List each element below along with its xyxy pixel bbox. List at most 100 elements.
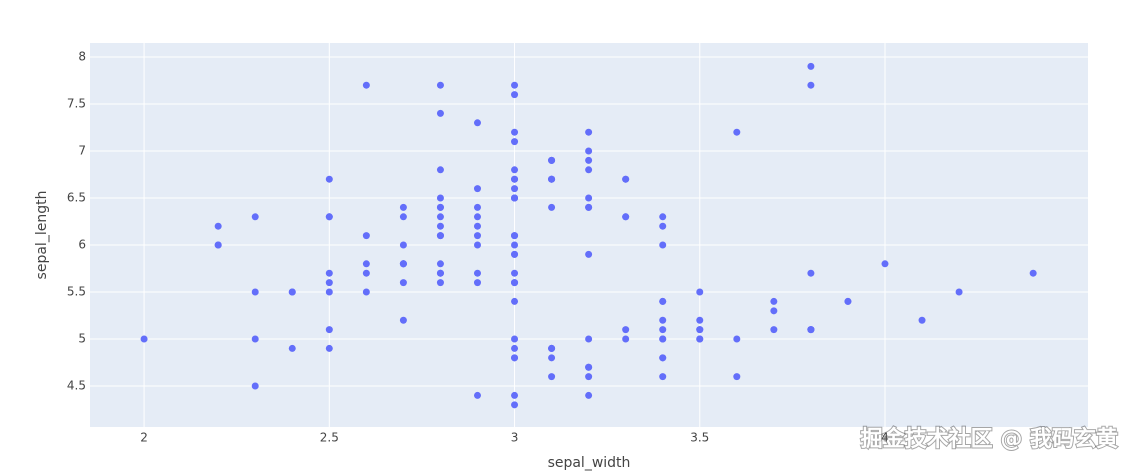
y-tick-label: 6 bbox=[78, 238, 86, 252]
point bbox=[399, 203, 407, 211]
point bbox=[251, 382, 259, 390]
point bbox=[473, 241, 481, 249]
point bbox=[807, 326, 815, 334]
point bbox=[511, 81, 519, 89]
point bbox=[251, 335, 259, 343]
point bbox=[511, 185, 519, 193]
point bbox=[362, 269, 370, 277]
x-tick-label: 3.5 bbox=[690, 431, 709, 445]
point bbox=[548, 354, 556, 362]
point bbox=[696, 288, 704, 296]
point bbox=[659, 354, 667, 362]
point bbox=[511, 232, 519, 240]
point bbox=[659, 297, 667, 305]
point bbox=[399, 316, 407, 324]
point bbox=[473, 391, 481, 399]
point bbox=[214, 241, 222, 249]
point bbox=[844, 297, 852, 305]
point bbox=[696, 335, 704, 343]
point bbox=[659, 335, 667, 343]
point bbox=[362, 81, 370, 89]
point bbox=[511, 344, 519, 352]
point bbox=[807, 62, 815, 70]
point bbox=[436, 81, 444, 89]
point bbox=[399, 213, 407, 221]
point bbox=[436, 232, 444, 240]
point bbox=[770, 326, 778, 334]
point bbox=[659, 326, 667, 334]
point bbox=[585, 166, 593, 174]
point bbox=[548, 203, 556, 211]
x-tick-label: 2.5 bbox=[320, 431, 339, 445]
watermark: 掘金技术社区 @ 我码玄黄 bbox=[861, 426, 1118, 452]
point bbox=[325, 279, 333, 287]
point bbox=[622, 326, 630, 334]
point bbox=[362, 260, 370, 268]
point bbox=[585, 156, 593, 164]
point bbox=[511, 138, 519, 146]
point bbox=[251, 288, 259, 296]
point bbox=[955, 288, 963, 296]
point bbox=[436, 166, 444, 174]
point bbox=[473, 203, 481, 211]
point bbox=[585, 147, 593, 155]
point bbox=[511, 297, 519, 305]
x-tick-label: 2 bbox=[140, 431, 148, 445]
point bbox=[918, 316, 926, 324]
point bbox=[436, 269, 444, 277]
point bbox=[399, 241, 407, 249]
y-tick-label: 4.5 bbox=[67, 379, 86, 393]
point bbox=[733, 373, 741, 381]
point bbox=[511, 335, 519, 343]
point bbox=[288, 344, 296, 352]
point bbox=[473, 269, 481, 277]
point bbox=[585, 391, 593, 399]
point bbox=[585, 203, 593, 211]
point bbox=[1029, 269, 1037, 277]
point bbox=[622, 175, 630, 183]
point bbox=[511, 250, 519, 258]
point bbox=[807, 269, 815, 277]
y-tick-label: 7.5 bbox=[67, 97, 86, 111]
point bbox=[548, 373, 556, 381]
point bbox=[436, 222, 444, 230]
point bbox=[511, 401, 519, 409]
point bbox=[325, 175, 333, 183]
point bbox=[770, 307, 778, 315]
point bbox=[436, 279, 444, 287]
point bbox=[511, 194, 519, 202]
y-tick-label: 5 bbox=[78, 332, 86, 346]
point bbox=[214, 222, 222, 230]
point bbox=[511, 166, 519, 174]
point bbox=[622, 335, 630, 343]
point bbox=[511, 91, 519, 99]
point bbox=[473, 232, 481, 240]
point bbox=[807, 81, 815, 89]
point bbox=[362, 288, 370, 296]
point bbox=[436, 109, 444, 117]
point bbox=[325, 269, 333, 277]
point bbox=[585, 335, 593, 343]
point bbox=[436, 203, 444, 211]
point bbox=[511, 279, 519, 287]
point bbox=[325, 288, 333, 296]
point bbox=[325, 326, 333, 334]
point bbox=[399, 279, 407, 287]
point bbox=[659, 241, 667, 249]
point bbox=[585, 363, 593, 371]
point bbox=[251, 213, 259, 221]
x-tick-label: 3 bbox=[511, 431, 519, 445]
point bbox=[511, 354, 519, 362]
point bbox=[473, 213, 481, 221]
point bbox=[622, 213, 630, 221]
point bbox=[473, 222, 481, 230]
point bbox=[659, 222, 667, 230]
point bbox=[696, 326, 704, 334]
point bbox=[473, 279, 481, 287]
y-tick-label: 6.5 bbox=[67, 191, 86, 205]
point bbox=[548, 344, 556, 352]
point bbox=[511, 391, 519, 399]
point bbox=[585, 250, 593, 258]
